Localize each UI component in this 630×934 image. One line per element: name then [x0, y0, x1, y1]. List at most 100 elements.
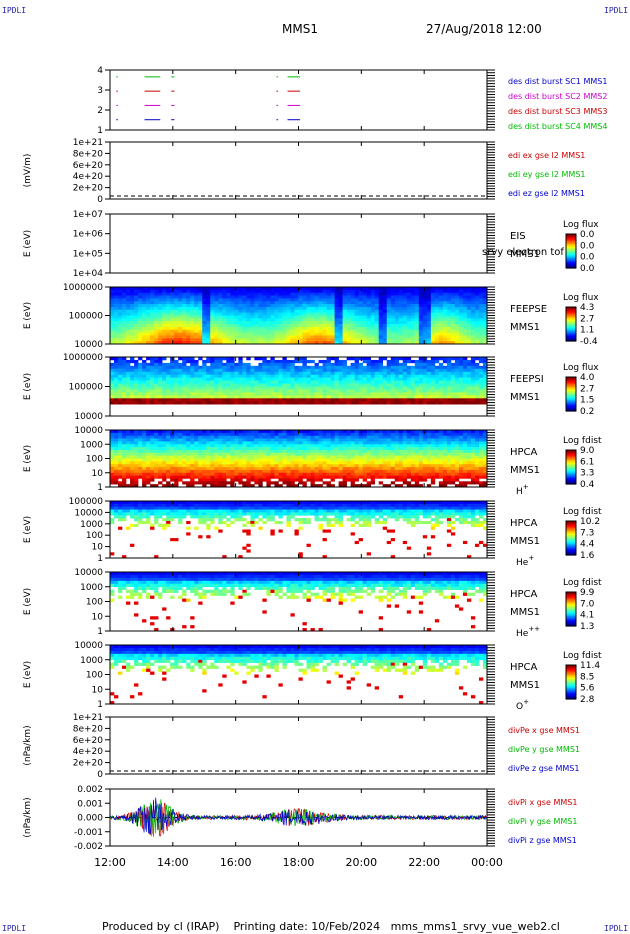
feepse-cell	[350, 289, 355, 293]
hpca_h-cell	[206, 452, 211, 456]
feepse-cell	[190, 321, 195, 325]
feepse-cell	[382, 318, 388, 322]
feepsi-cell	[142, 395, 147, 399]
feepsi-cell	[290, 389, 295, 393]
feepsi-cell	[210, 395, 215, 399]
feepse-cell	[422, 338, 428, 342]
feepse-cell	[318, 301, 323, 305]
hpca_h-cell	[358, 432, 363, 436]
hpca_h-cell	[182, 464, 187, 468]
feepsi-cell	[158, 398, 163, 402]
feepse-cell	[110, 306, 115, 311]
feepse-cell	[170, 306, 175, 311]
feepse-cell	[398, 315, 404, 319]
feepsi-cell	[442, 383, 448, 387]
feepse-cell	[430, 341, 436, 345]
feepse-cell	[482, 295, 488, 299]
feepsi-cell	[430, 380, 436, 384]
feepse-cell	[254, 324, 259, 328]
feepsi-cell	[334, 386, 339, 390]
hpca_h-cell	[330, 444, 335, 448]
feepse-cell	[402, 295, 408, 299]
feepse-cell	[470, 335, 476, 339]
hpca_h-cell	[194, 432, 199, 436]
hpca_h-cell	[302, 481, 307, 485]
feepse-cell	[442, 324, 448, 328]
feepsi-cell	[382, 380, 388, 384]
hpca_h-cell	[186, 430, 191, 434]
feepsi-cell	[190, 374, 195, 378]
feepsi-cell	[114, 395, 119, 399]
hpca_h-cell	[130, 484, 135, 488]
hpca_h-cell	[278, 464, 283, 468]
hpca_h-cell	[302, 432, 307, 436]
feepsi-cell	[406, 357, 412, 361]
hpca_h-cell	[250, 464, 255, 468]
feepsi-cell	[258, 362, 263, 367]
feepse-cell	[450, 315, 456, 319]
hpca_h-cell	[122, 478, 127, 482]
feepse-cell	[310, 312, 315, 316]
hpca_h-cell	[294, 452, 299, 456]
feepsi-cell	[482, 380, 488, 384]
feepsi-cell	[386, 392, 392, 396]
feepsi-cell	[182, 374, 187, 378]
feepsi-cell	[414, 398, 420, 402]
feepse-cell	[146, 289, 151, 293]
feepsi-cell	[350, 380, 355, 384]
feepsi-cell	[350, 371, 355, 375]
feepsi-cell	[246, 383, 251, 387]
feepse-cell	[214, 321, 219, 325]
hpca_h-cell	[346, 464, 351, 468]
feepse-cell	[258, 309, 263, 313]
feepse-cell	[338, 332, 343, 336]
feepse-cell	[310, 329, 315, 333]
feepsi-cell	[458, 398, 464, 402]
feepsi-cell	[298, 377, 303, 381]
feepse-cell	[350, 341, 355, 345]
hpca_h-cell	[298, 481, 303, 485]
hpca_h-cell	[194, 449, 199, 454]
feepse-cell	[302, 312, 307, 316]
feepse-cell	[262, 329, 267, 333]
hpca_h-cell	[186, 449, 191, 454]
feepse-cell	[314, 309, 319, 313]
feepse-cell	[274, 329, 279, 333]
feepsi-cell	[382, 389, 388, 393]
hpca_h-cell	[378, 458, 384, 462]
feepsi-cell	[202, 395, 207, 399]
y-axis-label: E (eV)	[23, 302, 33, 329]
feepsi-cell	[286, 389, 291, 393]
feepse-cell	[374, 304, 380, 308]
feepsi-cell	[302, 374, 307, 378]
feepsi-cell	[366, 359, 371, 364]
hpca_h-cell	[138, 452, 143, 456]
feepsi-cell	[454, 371, 460, 375]
feepse-cell	[226, 292, 231, 296]
feepse-cell	[222, 309, 227, 313]
hpca_h-cell	[258, 469, 263, 474]
hpca_h-cell	[278, 469, 283, 474]
feepsi-cell	[202, 365, 207, 370]
feepse-cell	[314, 321, 319, 325]
feepse-cell	[146, 318, 151, 322]
feepsi-cell	[370, 371, 376, 375]
feepse-cell	[398, 341, 404, 345]
hpca_h-cell	[338, 444, 343, 448]
feepsi-cell	[270, 362, 275, 367]
feepse-cell	[306, 326, 311, 331]
feepsi-cell	[146, 362, 151, 367]
feepsi-cell	[214, 380, 219, 384]
feepse-cell	[130, 335, 135, 339]
feepsi-cell	[414, 392, 420, 396]
feepse-cell	[382, 338, 388, 342]
colorbar-cell	[566, 262, 576, 265]
feepse-cell	[394, 309, 400, 313]
hpca_h-cell	[290, 452, 295, 456]
feepse-cell	[182, 326, 187, 331]
feepse-cell	[134, 321, 139, 325]
feepsi-cell	[462, 398, 468, 402]
feepsi-cell	[134, 389, 139, 393]
feepsi-cell	[294, 365, 299, 370]
hpca_h-cell	[326, 452, 331, 456]
